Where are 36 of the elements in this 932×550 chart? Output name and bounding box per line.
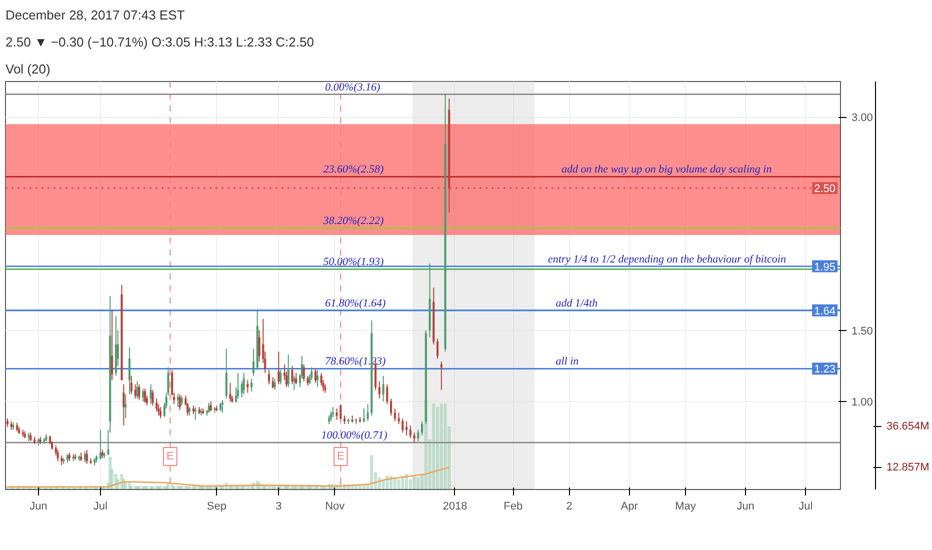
annotation: 38.20%(2.22) (322, 214, 384, 227)
text: December 28, 2017 07:43 EST (6, 8, 185, 22)
text: 2.50 ▼ −0.30 (−10.71%) O:3.05 H:3.13 L:2.33 C:2.50 (6, 34, 314, 50)
x-tick-label: Jul (798, 500, 813, 512)
ref-line-label: 1.95 (814, 261, 836, 274)
x-tick-label: 2018 (442, 500, 468, 512)
x-tick-label: Nov (325, 500, 346, 512)
ref-line-label: 2.50 (814, 183, 836, 196)
annotation: add 1/4th (556, 297, 598, 310)
x-tick-label: Sep (206, 500, 226, 512)
annotation: entry 1/4 to 1/2 depending on the behaviour of bitcoin (548, 253, 786, 266)
annotation: 61.80%(1.64) (325, 297, 386, 310)
x-tick-label: Feb (504, 500, 523, 512)
x-tick-label: 2 (566, 500, 572, 512)
x-tick-label: Apr (620, 500, 638, 512)
annotation: 0.00%(3.16) (325, 81, 380, 94)
x-tick-label: Jun (736, 500, 754, 512)
ref-line-label: E (166, 450, 174, 462)
x-tick-label: Jul (93, 500, 108, 512)
annotation: add on the way up on big volume day scaling in (562, 164, 772, 176)
annotation: 50.00%(1.93) (323, 256, 384, 268)
ref-line-label: 1.23 (814, 364, 836, 376)
y-tick-label: 1.50 (852, 325, 873, 338)
y2-tick-label: 36.654M (886, 420, 930, 432)
x-tick-label: 3 (276, 500, 282, 512)
ref-line-label: E (336, 450, 344, 462)
text: Vol (20) (6, 62, 50, 76)
y-tick-label: 3.00 (852, 112, 873, 124)
ref-line-label: 1.64 (814, 305, 836, 318)
annotation: 23.60%(2.58) (323, 164, 384, 176)
annotation: 100.00%(0.71) (321, 430, 388, 442)
y-tick-label: 1.00 (852, 396, 873, 408)
x-tick-label: Jun (30, 500, 48, 512)
x-tick-label: May (675, 500, 696, 512)
annotation: all in (556, 356, 580, 368)
y2-tick-label: 12.857M (886, 461, 930, 474)
